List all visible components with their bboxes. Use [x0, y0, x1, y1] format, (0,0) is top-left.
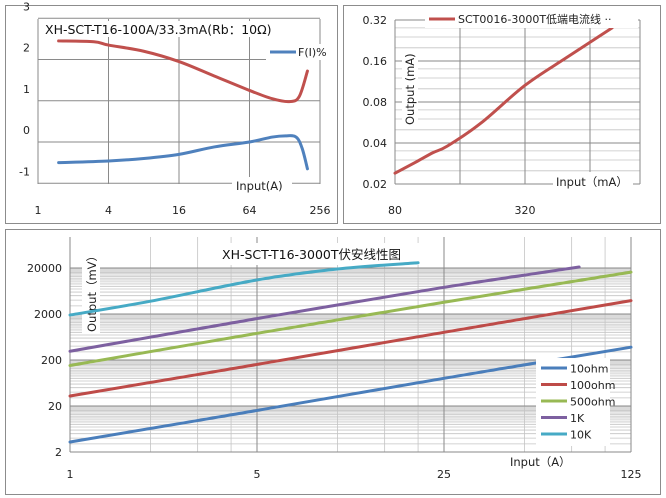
series-line-100ohm	[68, 299, 633, 398]
x-axis-label: Input（mA）	[556, 175, 628, 189]
x-axis-label: Input(A)	[236, 179, 283, 193]
series-line-10k	[68, 261, 420, 317]
ylabel-bg	[402, 50, 418, 128]
chart-3: 2 20 200 2000 20000 1 5 25 125 XH-SCT-T16-3000T伏安…	[5, 229, 661, 495]
series-line-1k	[68, 265, 581, 353]
title-bg	[215, 243, 440, 265]
x-tick-label: 5	[254, 468, 261, 481]
x-axis-label: Input（A）	[510, 455, 571, 469]
chart-title: XH-SCT-T16-3000T伏安线性图	[222, 247, 401, 262]
y-tick-label: 0	[23, 124, 30, 137]
xlabel-bg	[232, 177, 292, 193]
legend-label: 10K	[570, 429, 592, 442]
x-tick-label: 1	[67, 468, 74, 481]
chart-1: -1 0 1 2 3 1 4 16 64 256 XH-SCT-T16-100A/33.3mA(Rb…	[5, 0, 338, 224]
legend-label: 100ohm	[570, 379, 615, 392]
y-tick-label: 20	[48, 400, 62, 413]
legend-label: 1K	[570, 412, 585, 425]
x-tick-label: 64	[243, 204, 257, 217]
series-line-f-i-	[57, 134, 309, 171]
xlabel-bg	[553, 172, 633, 188]
chart-title: XH-SCT-T16-100A/33.3mA(Rb：10Ω)	[45, 22, 272, 37]
y-tick-label: 2	[23, 42, 30, 55]
x-tick-label: 320	[515, 204, 536, 217]
y-tick-label: 0.02	[363, 178, 388, 191]
chart-2: 0.02 0.04 0.08 0.16 0.32 80 320 Input（mA） Output…	[343, 5, 661, 224]
legend-label: F(I)%	[298, 46, 327, 59]
x-tick-label: 125	[621, 468, 642, 481]
series-line-series-1	[57, 39, 309, 104]
legend-label: 10ohm	[570, 363, 608, 376]
legend-label: 500ohm	[570, 396, 615, 409]
y-tick-label: 0.16	[363, 55, 388, 68]
y-tick-label: 0.04	[363, 137, 388, 150]
y-axis-label: Output（mV）	[85, 250, 99, 332]
series-line-sct0016-3000t-	[393, 26, 614, 175]
legend-bg	[425, 10, 638, 28]
y-tick-label: 1	[23, 83, 30, 96]
y-tick-label: 2	[55, 446, 62, 459]
x-tick-label: 1	[35, 204, 42, 217]
y-axis-label: Output (mA)	[403, 53, 417, 125]
series-line-500ohm	[68, 270, 633, 367]
x-tick-label: 80	[388, 204, 402, 217]
x-tick-label: 25	[437, 468, 451, 481]
legend-label: SCT0016-3000T低端电流线 ··	[458, 12, 612, 26]
y-tick-label: 200	[41, 354, 62, 367]
x-tick-label: 16	[172, 204, 186, 217]
y-tick-label: 0.32	[363, 14, 388, 27]
y-tick-label: 3	[23, 0, 30, 13]
x-tick-label: 256	[310, 204, 331, 217]
chart-panel	[343, 5, 661, 224]
legend-bg	[266, 44, 328, 60]
xlabel-bg	[507, 453, 577, 469]
y-tick-label: 2000	[34, 308, 62, 321]
y-tick-label: -1	[19, 165, 30, 178]
y-tick-label: 20000	[27, 262, 62, 275]
x-tick-label: 4	[105, 204, 112, 217]
title-bg	[40, 21, 280, 37]
y-tick-label: 0.08	[363, 96, 388, 109]
